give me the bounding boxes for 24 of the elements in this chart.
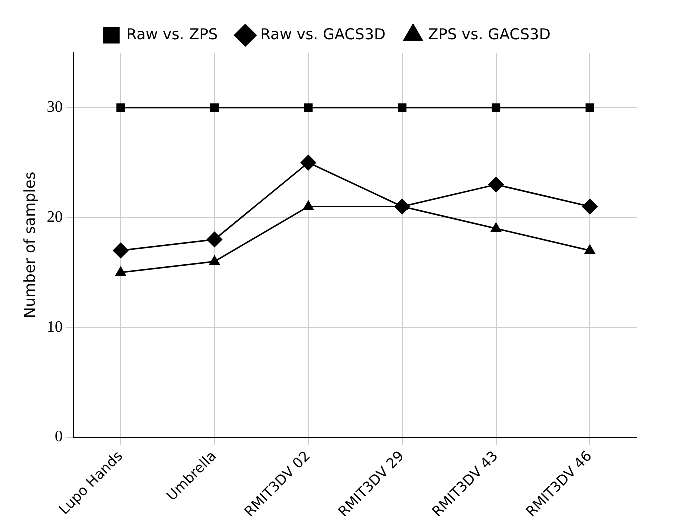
- y-axis-title: Number of samples: [20, 172, 39, 319]
- point: [116, 266, 126, 276]
- y-tick-label: 0: [55, 428, 63, 446]
- point: [492, 104, 501, 112]
- y-tick-label: 10: [47, 318, 63, 336]
- point: [585, 244, 596, 254]
- point: [210, 104, 220, 112]
- y-tick-label: 30: [47, 99, 63, 116]
- point: [304, 201, 314, 210]
- point: [304, 104, 313, 112]
- point: [300, 155, 316, 171]
- point: [582, 199, 598, 215]
- point: [491, 223, 502, 232]
- y-tick-label: 20: [47, 208, 63, 226]
- point: [113, 242, 129, 258]
- legend-label: Raw vs. GACS3D: [260, 25, 386, 44]
- legend-label: Raw vs. ZPS: [126, 25, 218, 44]
- point: [398, 104, 407, 112]
- point: [207, 232, 222, 248]
- point: [586, 104, 594, 112]
- point: [488, 177, 504, 193]
- legend-label: ZPS vs. GACS3D: [428, 25, 551, 44]
- point: [210, 256, 220, 265]
- point: [116, 104, 126, 112]
